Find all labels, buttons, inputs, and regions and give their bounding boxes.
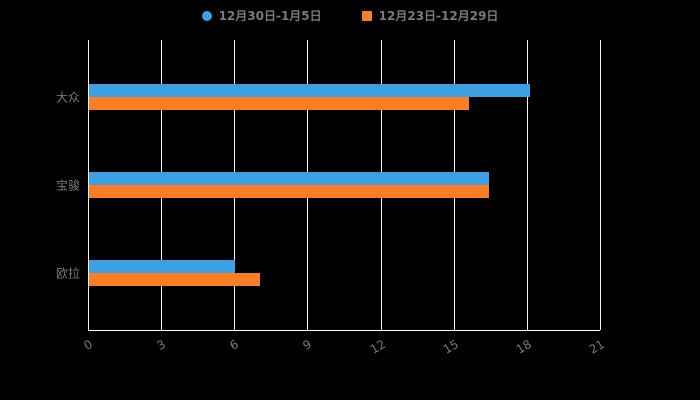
legend-item-week-current[interactable]: 12月30日-1月5日 <box>201 7 322 24</box>
x-axis-tick-label: 18 <box>513 337 534 357</box>
legend-label: 12月23日-12月29日 <box>378 9 499 23</box>
legend-marker-square-icon <box>361 10 372 21</box>
bar-series-1-category-0 <box>89 97 470 110</box>
x-axis-tick-label: 15 <box>440 337 461 357</box>
bar-series-0-category-2 <box>89 260 236 273</box>
bar-series-0-category-1 <box>89 172 489 185</box>
legend-marker-circle-icon <box>201 10 212 21</box>
bar-series-1-category-1 <box>89 185 489 198</box>
category-label: 宝骏 <box>55 178 80 193</box>
x-axis-tick-label: 6 <box>227 337 242 353</box>
legend: 12月30日-1月5日 12月23日-12月29日 <box>0 7 700 24</box>
x-axis-tick-label: 0 <box>81 337 95 353</box>
bar-series-0-category-0 <box>89 84 531 97</box>
x-axis-line <box>88 330 600 331</box>
gridline <box>526 40 528 330</box>
x-axis-tick-label: 3 <box>154 337 169 353</box>
legend-label: 12月30日-1月5日 <box>218 9 322 23</box>
category-label: 欧拉 <box>55 266 80 281</box>
legend-item-week-previous[interactable]: 12月23日-12月29日 <box>361 7 499 24</box>
bar-series-1-category-2 <box>89 273 260 286</box>
gridline <box>600 40 601 330</box>
x-axis-tick-label: 12 <box>367 337 388 357</box>
x-axis-tick-label: 21 <box>586 337 607 357</box>
category-label: 大众 <box>55 90 80 105</box>
x-axis-tick-label: 9 <box>300 337 315 353</box>
gridline <box>88 40 89 330</box>
